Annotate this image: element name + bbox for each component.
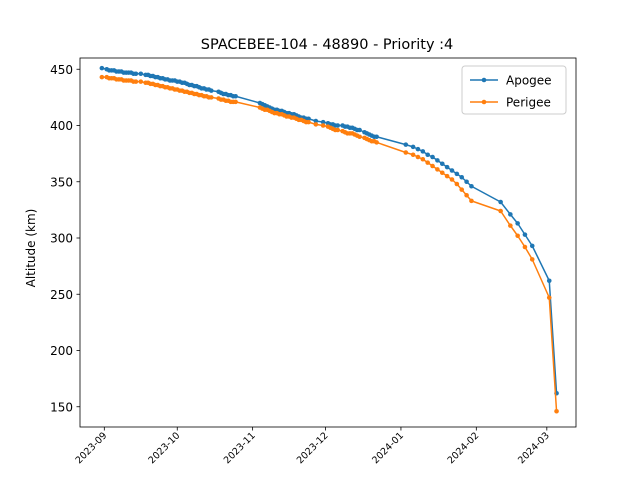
y-tick-label: 150 [50,400,73,414]
series-layer [99,65,559,414]
perigee-point [425,160,430,165]
apogee-point [320,119,326,125]
apogee-point [529,243,535,249]
apogee-point [449,168,455,173]
apogee-point [313,118,319,124]
apogee-point [415,146,421,152]
apogee-point [508,212,513,217]
perigee-point [444,173,450,179]
perigee-point [410,152,416,158]
apogee-point [435,158,440,163]
apogee-point [99,65,105,71]
perigee-point [435,167,440,172]
apogee-point [515,221,520,226]
apogee-point [454,171,460,177]
apogee-point [374,134,379,140]
perigee-point [320,123,326,128]
perigee-point [529,257,535,262]
perigee-point [403,150,409,155]
chart-title: SPACEBEE-104 - 48890 - Priority :4 [201,37,454,53]
perigee-point [498,208,503,214]
apogee-point [306,116,311,122]
y-tick-label: 300 [50,232,73,246]
y-tick-label: 400 [50,119,73,133]
apogee-point [138,71,144,77]
plot-frame [79,57,577,428]
perigee-point [420,156,426,162]
perigee-point [469,198,474,204]
y-tick-label: 200 [50,344,73,358]
apogee-point [430,154,435,160]
perigee-point [464,192,469,198]
perigee-point [459,187,465,192]
apogee-point [546,278,552,284]
perigee-point [554,408,559,414]
perigee-point [374,140,379,145]
perigee-point [546,295,552,300]
perigee-point [233,99,238,105]
perigee-point [449,177,455,182]
apogee-point [522,232,528,237]
perigee-point [208,95,214,100]
apogee-point [335,123,341,128]
apogee-point [357,127,362,133]
perigee-point [508,223,513,228]
apogee-point [208,88,214,93]
apogee-point [498,199,503,205]
apogee-point [233,93,238,99]
perigee-point [439,170,445,176]
legend-perigee-label: Perigee [506,96,551,110]
y-tick-label: 350 [50,175,73,189]
legend: Apogee Perigee [461,65,567,115]
y-tick-label: 250 [50,288,73,302]
y-axis-label: Altitude (km) [24,209,38,288]
perigee-point [522,244,528,250]
perigee-point [313,122,319,127]
perigee-point [430,163,435,169]
perigee-point [515,233,520,239]
legend-perigee-marker [481,99,487,105]
apogee-point [459,174,465,180]
perigee-point [335,127,341,133]
apogee-point [410,144,416,150]
perigee-point [357,134,362,140]
apogee-point [425,152,430,158]
y-tick-label: 450 [50,63,73,77]
apogee-point [469,183,474,189]
apogee-point [464,179,469,185]
legend-apogee-marker [481,77,487,83]
perigee-point [415,154,421,160]
apogee-point [133,71,139,77]
perigee-point [99,74,105,80]
apogee-point [420,149,426,154]
perigee-point [138,79,144,84]
apogee-point [439,161,445,167]
perigee-point [454,181,460,187]
apogee-point [444,164,450,170]
perigee-point [306,119,311,125]
perigee-point [133,79,139,84]
apogee-point [403,142,409,147]
legend-apogee-label: Apogee [506,74,552,88]
